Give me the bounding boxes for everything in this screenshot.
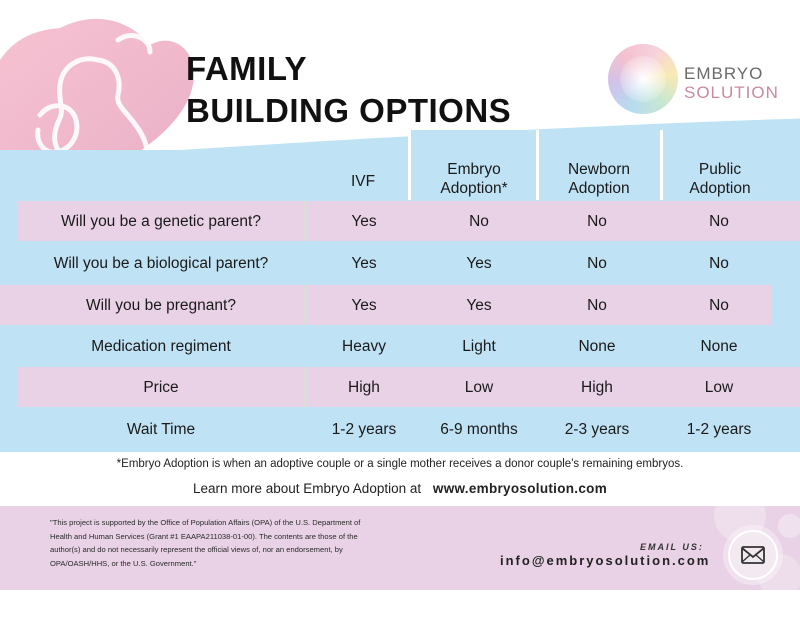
row-label: Will you be a biological parent? [53,255,269,272]
footer-band [0,506,800,590]
row-label-bar [18,367,304,407]
column-header-ivf: IVF [350,173,376,190]
row-separator [304,285,308,325]
cell-embryo-adoption: Low [464,379,494,396]
cell-embryo-adoption: Yes [466,297,492,314]
row-label: Wait Time [126,421,196,438]
row-label: Will you be pregnant? [86,297,236,314]
learn-more-text: Learn more about Embryo Adoption at [192,481,422,496]
row-label: Price [143,379,179,396]
cell-public-adoption: None [700,338,738,355]
cell-embryo-adoption: 6-9 months [440,421,518,438]
cell-public-adoption: No [709,255,729,272]
cell-embryo-adoption: Yes [466,255,492,272]
table-row: Will you be pregnant? Yes Yes No No [0,285,800,327]
embryo-adoption-footnote: *Embryo Adoption is when an adoptive cou… [116,458,684,470]
cell-ivf: High [348,379,380,396]
header-column-public [660,130,800,200]
cell-public-adoption: Low [704,379,734,396]
cell-ivf: Yes [351,297,377,314]
cell-embryo-adoption: Light [462,338,496,355]
header-column-embryo [408,130,539,200]
email-label: EMAIL US: [640,542,704,552]
row-value-bar [308,285,772,325]
column-header-embryo-adoption: Embryo Adoption* [440,161,508,197]
cell-ivf: Yes [351,255,377,272]
row-separator [304,201,308,241]
email-address[interactable]: info@embryosolution.com [500,553,711,568]
logo-highlight [620,56,666,102]
table-row: Will you be a biological parent? Yes Yes… [0,243,800,285]
page-title-line-1: FAMILY [186,50,307,87]
logo-text-embryo: EMBRYO [684,64,764,83]
website-link[interactable]: www.embryosolution.com [432,481,608,496]
row-label-bar [18,201,304,241]
row-value-bar [308,201,800,241]
cell-newborn-adoption: High [581,379,613,396]
table-row: Will you be a genetic parent? Yes No No … [0,201,800,243]
row-label: Will you be a genetic parent? [61,213,261,230]
table-row: Wait Time 1-2 years 6-9 months 2-3 years… [0,409,800,451]
row-label-bar [0,285,304,325]
cell-embryo-adoption: No [469,213,489,230]
cell-newborn-adoption: None [578,338,616,355]
learn-more-line: Learn more about Embryo Adoption at www.… [0,481,800,496]
column-header-public-adoption: Public Adoption [689,161,751,197]
cell-public-adoption: No [709,297,729,314]
row-separator [304,367,308,407]
cell-newborn-adoption: No [587,297,607,314]
funding-disclaimer: "This project is supported by the Office… [50,518,361,568]
cell-ivf: 1-2 years [331,421,397,438]
header-column-newborn [536,130,663,200]
cell-newborn-adoption: 2-3 years [564,421,630,438]
cell-ivf: Yes [351,213,377,230]
row-label: Medication regiment [91,338,231,355]
cell-newborn-adoption: No [587,213,607,230]
cell-newborn-adoption: No [587,255,607,272]
envelope-icon[interactable] [728,530,778,580]
table-row: Medication regiment Heavy Light None Non… [0,326,800,368]
column-header-newborn-adoption: Newborn Adoption [567,161,631,197]
row-value-bar [308,367,800,407]
cell-public-adoption: 1-2 years [686,421,752,438]
cell-ivf: Heavy [342,338,386,355]
logo-text-solution: SOLUTION [684,83,779,102]
cell-public-adoption: No [709,213,729,230]
page-title-line-2: BUILDING OPTIONS [186,92,512,129]
envelope-icon-graphic [741,546,765,564]
mother-and-baby-heart-icon [0,18,195,178]
table-row: Price High Low High Low [0,367,800,409]
